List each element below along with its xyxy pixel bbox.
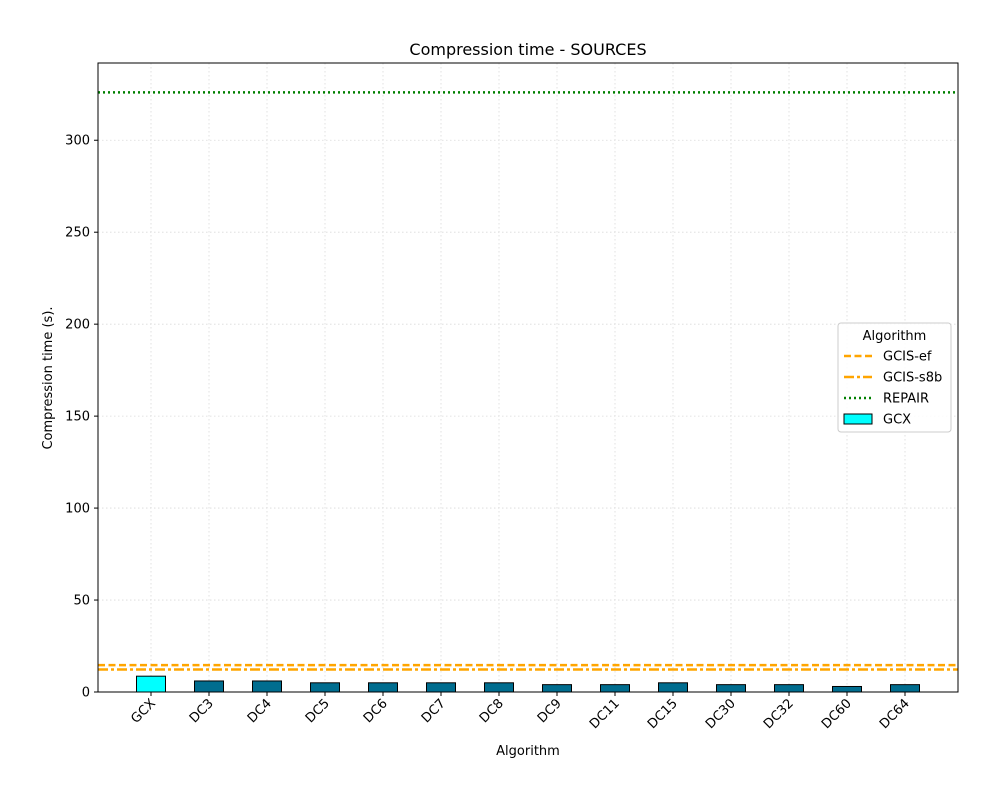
x-tick-label: DC64 — [877, 696, 913, 732]
chart-title: Compression time - SOURCES — [409, 40, 646, 59]
legend-label: GCIS-s8b — [883, 371, 942, 386]
x-tick-label: DC4 — [245, 696, 275, 726]
bar-dc30 — [716, 684, 746, 693]
grid — [98, 63, 958, 693]
legend-box — [837, 322, 952, 433]
x-tick-label: DC7 — [419, 696, 449, 726]
x-tick-label: DC15 — [645, 696, 681, 732]
y-tick-label: 250 — [65, 226, 90, 241]
x-tick-label: DC32 — [761, 696, 797, 732]
x-tick-label: GCX — [128, 696, 159, 727]
x-tick-label: DC9 — [535, 696, 565, 726]
bar-dc8 — [484, 682, 514, 693]
bar-dc60 — [832, 685, 862, 693]
bar-dc4 — [252, 680, 282, 693]
bar-dc64 — [890, 684, 920, 693]
y-tick-label: 50 — [73, 594, 90, 609]
x-tick-label: DC8 — [477, 696, 507, 726]
axes: 0 50 100 150 200 250 300 GCX DC3 DC4 DC5 DC6 DC7 DC8 D… — [65, 134, 913, 732]
x-axis-label: Algorithm — [496, 744, 560, 759]
bar-dc5 — [310, 682, 340, 693]
bar-dc7 — [426, 682, 456, 693]
bar-gcx — [136, 675, 166, 693]
y-tick-label: 0 — [82, 686, 90, 701]
bar-dc3 — [194, 680, 224, 693]
y-tick-label: 150 — [65, 410, 90, 425]
x-tick-label: DC30 — [703, 696, 739, 732]
legend-title: Algorithm — [863, 329, 927, 344]
x-tick-label: DC6 — [361, 696, 391, 726]
legend-label: REPAIR — [883, 392, 929, 407]
legend-label: GCIS-ef — [883, 350, 932, 365]
legend-label: GCX — [883, 413, 911, 428]
y-tick-label: 200 — [65, 318, 90, 333]
plot-area-frame — [97, 62, 959, 693]
bar-dc15 — [658, 682, 688, 693]
y-axis-label: Compression time (s). — [41, 306, 56, 449]
y-tick-label: 300 — [65, 134, 90, 149]
legend: Algorithm GCIS-ef GCIS-s8b REPAIR GCX — [837, 322, 952, 433]
bars — [136, 675, 920, 693]
x-tick-label: DC11 — [587, 696, 623, 732]
legend-swatch-bars — [843, 413, 873, 425]
bar-dc32 — [774, 684, 804, 693]
bar-dc9 — [542, 684, 572, 693]
x-tick-label: DC3 — [187, 696, 217, 726]
bar-dc11 — [600, 684, 630, 693]
bar-dc6 — [368, 682, 398, 693]
x-tick-label: DC5 — [303, 696, 333, 726]
reference-lines — [98, 91, 958, 671]
x-tick-label: DC60 — [819, 696, 855, 732]
y-tick-label: 100 — [65, 502, 90, 517]
